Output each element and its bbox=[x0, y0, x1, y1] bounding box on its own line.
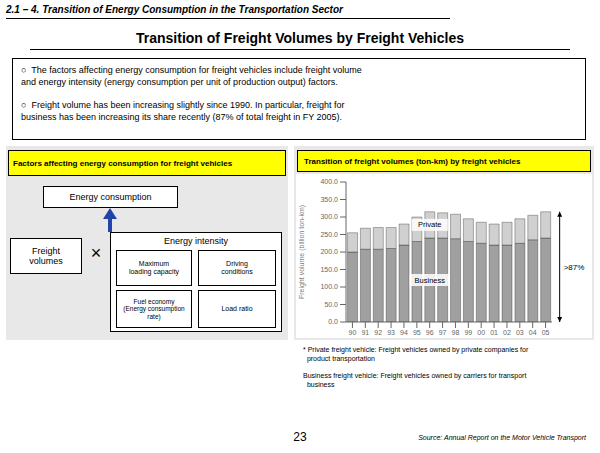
svg-text:Private: Private bbox=[418, 220, 441, 229]
svg-text:02: 02 bbox=[503, 329, 511, 336]
svg-text:99: 99 bbox=[464, 329, 472, 336]
svg-text:04: 04 bbox=[529, 329, 537, 336]
svg-text:92: 92 bbox=[374, 329, 382, 336]
html-text:○ The factors affecting energy: ○ The factors affecting energy consumpti… bbox=[21, 65, 362, 87]
svg-text:400.0: 400.0 bbox=[320, 178, 338, 185]
svg-text:95: 95 bbox=[413, 329, 421, 336]
svg-text:100.0: 100.0 bbox=[320, 283, 338, 290]
svg-text:>87%: >87% bbox=[564, 263, 585, 272]
svg-text:0.0: 0.0 bbox=[328, 318, 338, 325]
html-text:Factors affecting energy consu: Factors affecting energy consumption for… bbox=[13, 158, 233, 168]
svg-text:00: 00 bbox=[477, 329, 485, 336]
svg-text:Business: Business bbox=[415, 276, 446, 285]
html-text:Source: Annual Report on the M: Source: Annual Report on the Motor Vehic… bbox=[418, 434, 586, 441]
svg-text:300.0: 300.0 bbox=[320, 213, 338, 220]
html-text:Transition of Freight Volumes: Transition of Freight Volumes by Freight… bbox=[136, 30, 464, 46]
svg-text:97: 97 bbox=[439, 329, 447, 336]
html-text:Energy intensity: Energy intensity bbox=[164, 236, 228, 246]
html-text:Fuel economy (Energy consumpti: Fuel economy (Energy consumption rate) bbox=[123, 297, 185, 320]
html-text:Driving conditions: Driving conditions bbox=[221, 260, 253, 275]
html-text:Freight volumes: Freight volumes bbox=[29, 245, 63, 266]
html-text:* Private freight vehicle: Fre: * Private freight vehicle: Freight vehic… bbox=[303, 346, 529, 362]
svg-text:93: 93 bbox=[387, 329, 395, 336]
svg-text:94: 94 bbox=[400, 329, 408, 336]
svg-text:90: 90 bbox=[349, 329, 357, 336]
svg-text:150.0: 150.0 bbox=[320, 266, 338, 273]
html-text:○ Freight volume has been incr: ○ Freight volume has been increasing sli… bbox=[21, 100, 345, 123]
svg-text:Freight volume (billion ton-km: Freight volume (billion ton-km) bbox=[298, 205, 306, 299]
svg-text:96: 96 bbox=[426, 329, 434, 336]
html-text:Energy consumption: Energy consumption bbox=[69, 191, 152, 202]
svg-text:350.0: 350.0 bbox=[320, 196, 338, 203]
svg-text:05: 05 bbox=[542, 329, 550, 336]
svg-text:98: 98 bbox=[452, 329, 460, 336]
svg-text:91: 91 bbox=[361, 329, 369, 336]
html-text:Load ratio: Load ratio bbox=[221, 305, 253, 312]
html-text:2.1 – 4. Transition of Energy: 2.1 – 4. Transition of Energy Consumptio… bbox=[6, 4, 343, 15]
svg-text:50.0: 50.0 bbox=[324, 301, 338, 308]
html-text:23: 23 bbox=[293, 430, 307, 444]
html-text:Business freight vehicle: Frei: Business freight vehicle: Freight vehicl… bbox=[303, 372, 527, 388]
html-text:Maximum loading capacity: Maximum loading capacity bbox=[128, 260, 180, 275]
svg-text:250.0: 250.0 bbox=[320, 231, 338, 238]
svg-text:200.0: 200.0 bbox=[320, 248, 338, 255]
svg-text:03: 03 bbox=[516, 329, 524, 336]
html-text:Transition of freight volumes: Transition of freight volumes (ton-km) b… bbox=[304, 156, 521, 166]
svg-text:01: 01 bbox=[490, 329, 498, 336]
